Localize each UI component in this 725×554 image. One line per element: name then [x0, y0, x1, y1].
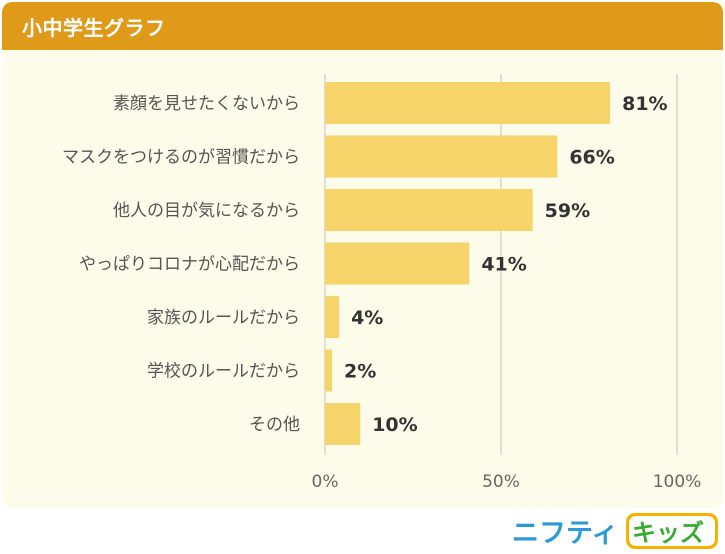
value-label-3: 41%	[481, 254, 526, 276]
chart-header: 小中学生グラフ	[2, 2, 723, 50]
category-label-0: 素顔を見せたくないから	[113, 94, 300, 114]
bar-0	[325, 82, 611, 124]
category-label-1: マスクをつけるのが習慣だから	[62, 148, 300, 168]
logo-text-kids: キッズ	[632, 519, 704, 547]
bar-2	[325, 189, 533, 231]
nifty-kids-logo: ニフティ キッズ	[512, 513, 718, 549]
chart-title: 小中学生グラフ	[22, 16, 166, 40]
value-label-4: 4%	[351, 307, 383, 329]
bar-1	[325, 135, 558, 178]
category-label-3: やっぱりコロナが心配だから	[79, 255, 300, 275]
value-label-5: 2%	[344, 361, 376, 383]
logo-text-nifty: ニフティ	[512, 518, 618, 549]
bar-5	[325, 349, 333, 392]
value-label-0: 81%	[622, 93, 667, 115]
x-tick-label-1: 50%	[482, 472, 520, 492]
category-label-2: 他人の目が気になるから	[113, 201, 300, 221]
bar-3	[325, 242, 470, 285]
category-label-4: 家族のルールだから	[147, 308, 300, 328]
value-label-6: 10%	[372, 414, 417, 436]
category-label-6: その他	[249, 415, 300, 435]
value-label-2: 59%	[545, 200, 590, 222]
value-label-1: 66%	[569, 147, 614, 169]
x-tick-label-0: 0%	[312, 472, 339, 492]
bar-6	[325, 403, 361, 445]
logo-kids-badge: キッズ	[626, 513, 718, 549]
x-tick-label-2: 100%	[653, 472, 702, 492]
bar-4	[325, 296, 340, 338]
category-label-5: 学校のルールだから	[147, 362, 300, 382]
